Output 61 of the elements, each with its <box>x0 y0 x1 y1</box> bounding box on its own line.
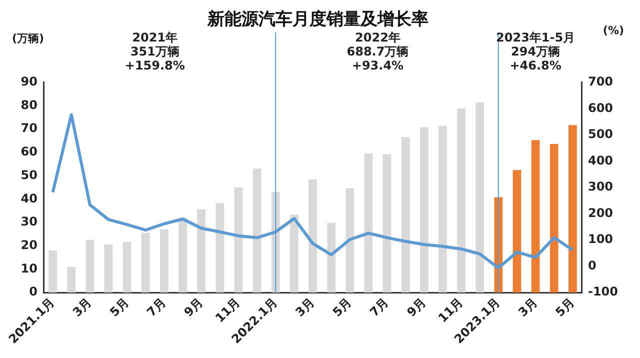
bar <box>178 218 187 293</box>
x-tick-label: 9月 <box>404 295 428 320</box>
y-tick-label: 0 <box>29 284 38 299</box>
bar <box>48 250 57 293</box>
bar <box>86 240 94 293</box>
y2-tick-label: 600 <box>588 100 614 115</box>
bar <box>141 232 150 293</box>
x-tick-label: 7月 <box>144 295 169 320</box>
y2-axis-title: (%) <box>602 24 624 37</box>
x-tick-label: 9月 <box>181 295 206 320</box>
bar <box>550 144 558 293</box>
bar <box>290 214 298 293</box>
y2-tick-label: 0 <box>588 258 596 272</box>
bar <box>216 203 224 293</box>
text: 2022年 688.7万辆 +93.4% <box>346 30 409 73</box>
y2-tick-label: 700 <box>588 74 614 89</box>
y-tick-label: 90 <box>20 74 38 89</box>
bar <box>364 153 373 293</box>
text: 2021年 351万辆 +159.8% <box>124 30 185 73</box>
bar <box>476 102 484 293</box>
chart-title: 新能源汽车月度销量及增长率 <box>206 10 428 30</box>
y-tick-label: 40 <box>20 191 38 206</box>
x-tick-label: 3月 <box>70 295 94 320</box>
x-tick-label: 5月 <box>330 295 354 320</box>
y2-tick-label: 200 <box>588 206 614 220</box>
bar <box>568 125 577 293</box>
bar <box>160 229 168 293</box>
bar <box>457 108 466 293</box>
bar <box>252 168 262 293</box>
bar <box>122 242 132 293</box>
y-tick-label: 70 <box>20 121 38 136</box>
y-axis-title: (万辆) <box>12 32 44 45</box>
bar <box>234 187 243 293</box>
x-tick-label: 5月 <box>107 295 132 320</box>
x-tick-label: 3月 <box>516 295 540 320</box>
x-tick-label: 3月 <box>292 295 318 320</box>
bar <box>438 126 447 293</box>
bar <box>346 188 354 293</box>
bar <box>420 127 428 293</box>
y-tick-label: 50 <box>20 168 38 182</box>
y2-tick-label: 500 <box>588 127 614 142</box>
y2-tick-label: 300 <box>588 180 614 194</box>
y2-tick-label: -100 <box>588 284 618 299</box>
y-tick-label: 80 <box>20 98 38 112</box>
bar <box>197 209 206 293</box>
bar <box>67 266 76 293</box>
bar <box>308 180 317 293</box>
x-tick-label: 5月 <box>552 295 578 320</box>
y2-tick-label: 100 <box>588 232 614 246</box>
bar <box>327 222 336 293</box>
bar <box>531 140 540 293</box>
y2-tick-label: 400 <box>588 153 614 168</box>
y-tick-label: 20 <box>20 238 38 252</box>
bar <box>512 170 522 293</box>
bar <box>104 244 113 293</box>
y-tick-label: 10 <box>20 261 38 276</box>
y-tick-label: 30 <box>20 214 38 229</box>
bar <box>401 137 410 293</box>
x-tick-label: 7月 <box>367 295 392 320</box>
bar <box>382 154 392 293</box>
y-tick-label: 60 <box>20 144 38 159</box>
